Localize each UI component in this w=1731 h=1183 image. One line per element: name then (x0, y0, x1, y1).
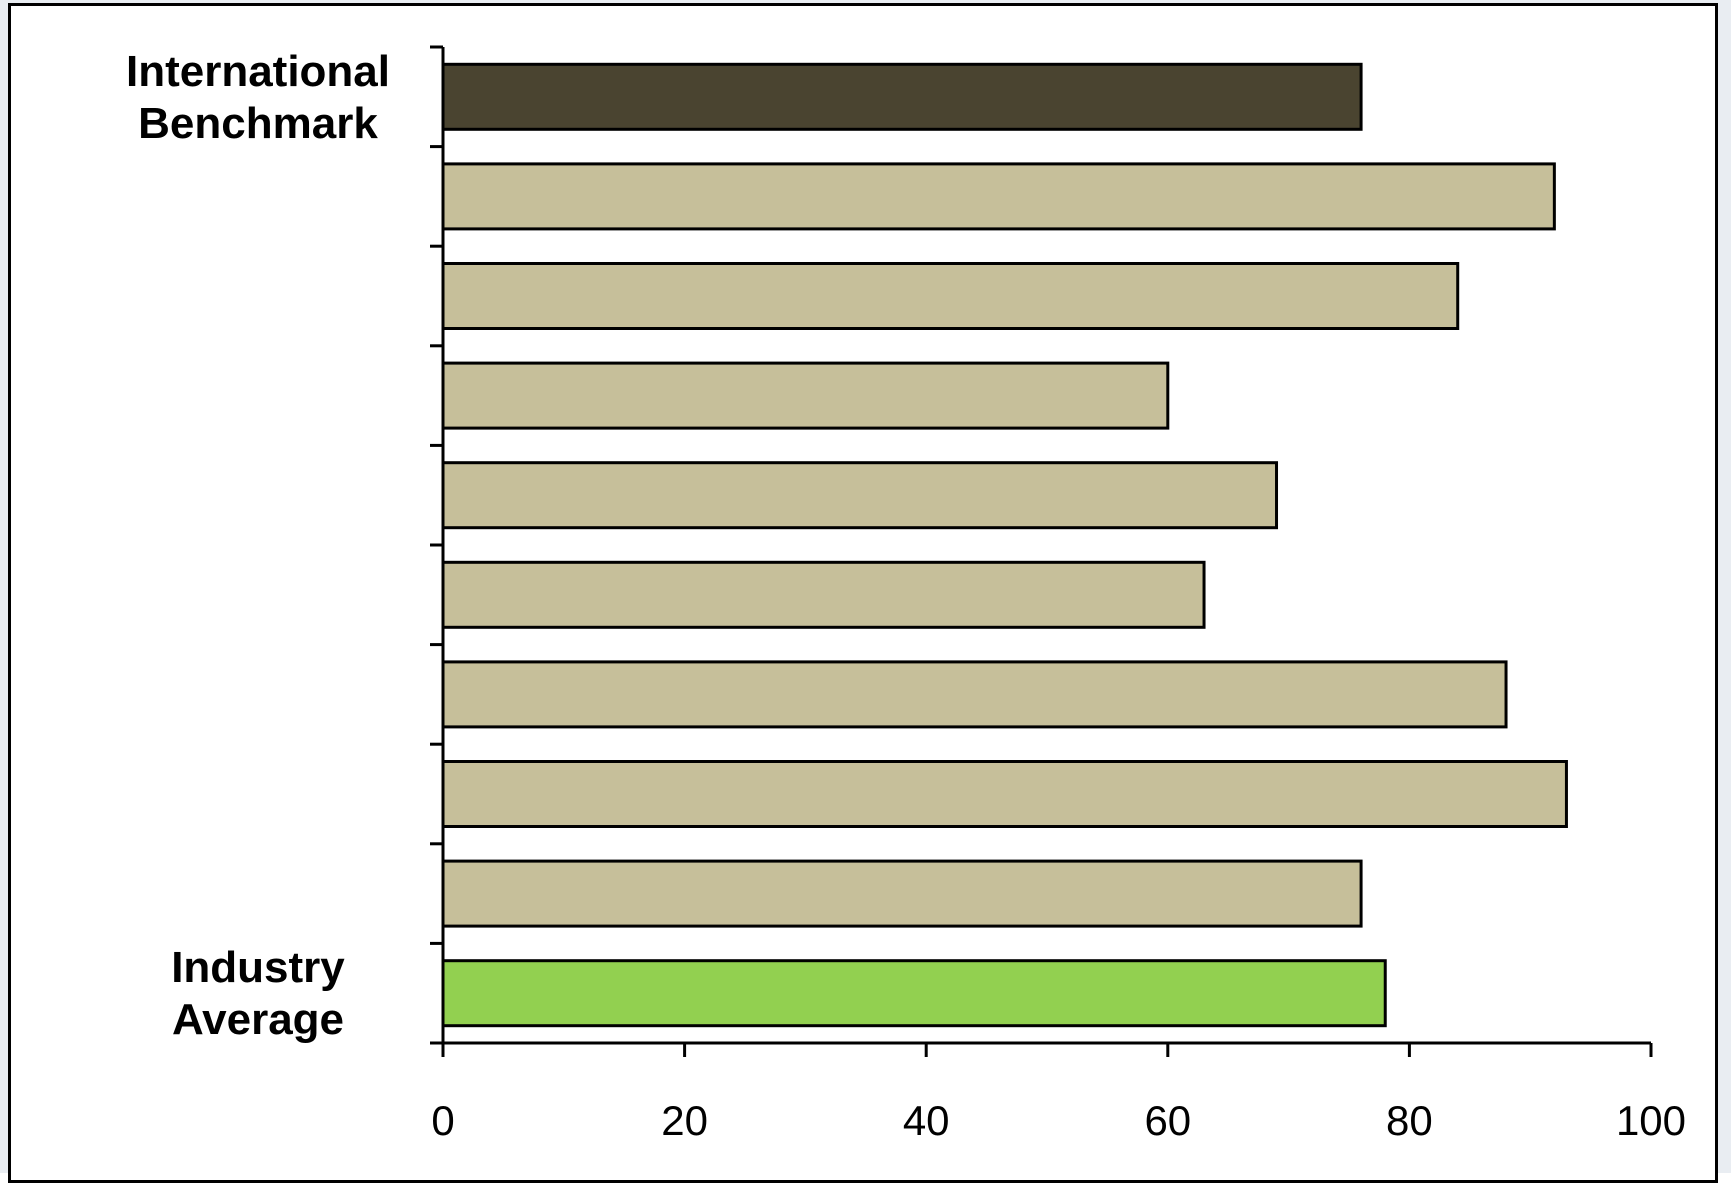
bar-4 (441, 461, 1279, 530)
bar-0 (441, 62, 1363, 131)
bars-group (441, 62, 1568, 1028)
bar-5 (441, 560, 1206, 629)
axes-group: 0 20 40 60 80 100 (430, 45, 1686, 1144)
category-label-0: International Benchmark (126, 47, 390, 148)
x-tick-label-4: 80 (1386, 1097, 1433, 1144)
x-tick-label-1: 20 (661, 1097, 708, 1144)
x-tick-label-3: 60 (1144, 1097, 1191, 1144)
category-labels-group: International Benchmark Industry Average (126, 47, 390, 1044)
x-tick-label-0: 0 (431, 1097, 454, 1144)
bar-2 (441, 262, 1460, 330)
category-label-9: Industry Average (171, 943, 345, 1044)
bar-7 (441, 760, 1568, 828)
bar-3 (441, 361, 1170, 430)
bar-6 (441, 660, 1508, 729)
bar-1 (441, 162, 1556, 231)
bar-9 (441, 959, 1387, 1028)
x-tick-label-2: 40 (903, 1097, 950, 1144)
x-tick-label-5: 100 (1616, 1097, 1686, 1144)
bar-8 (441, 859, 1363, 928)
